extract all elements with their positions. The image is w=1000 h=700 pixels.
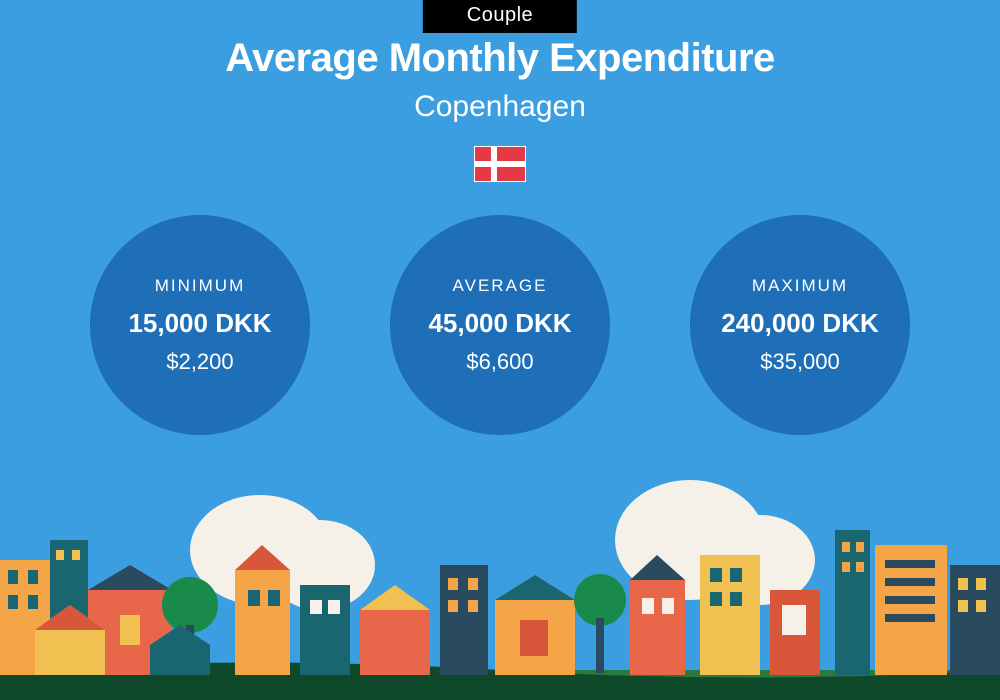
stat-amount: 240,000 DKK <box>721 308 879 339</box>
stat-amount: 45,000 DKK <box>428 308 571 339</box>
stat-usd: $35,000 <box>760 349 840 375</box>
stat-amount: 15,000 DKK <box>128 308 271 339</box>
stat-usd: $6,600 <box>466 349 533 375</box>
stat-label: AVERAGE <box>453 276 548 296</box>
denmark-flag-icon <box>474 146 526 182</box>
stat-label: MINIMUM <box>155 276 245 296</box>
stat-circle-minimum: MINIMUM 15,000 DKK $2,200 <box>90 215 310 435</box>
stat-label: MAXIMUM <box>752 276 848 296</box>
stat-usd: $2,200 <box>166 349 233 375</box>
stats-row: MINIMUM 15,000 DKK $2,200 AVERAGE 45,000… <box>0 215 1000 435</box>
stat-circle-average: AVERAGE 45,000 DKK $6,600 <box>390 215 610 435</box>
tab-label: Couple <box>467 4 533 26</box>
page-subtitle: Copenhagen <box>0 90 1000 124</box>
stat-circle-maximum: MAXIMUM 240,000 DKK $35,000 <box>690 215 910 435</box>
cityscape-illustration <box>0 470 1000 700</box>
page-title: Average Monthly Expenditure <box>0 36 1000 81</box>
category-tab: Couple <box>423 0 577 33</box>
